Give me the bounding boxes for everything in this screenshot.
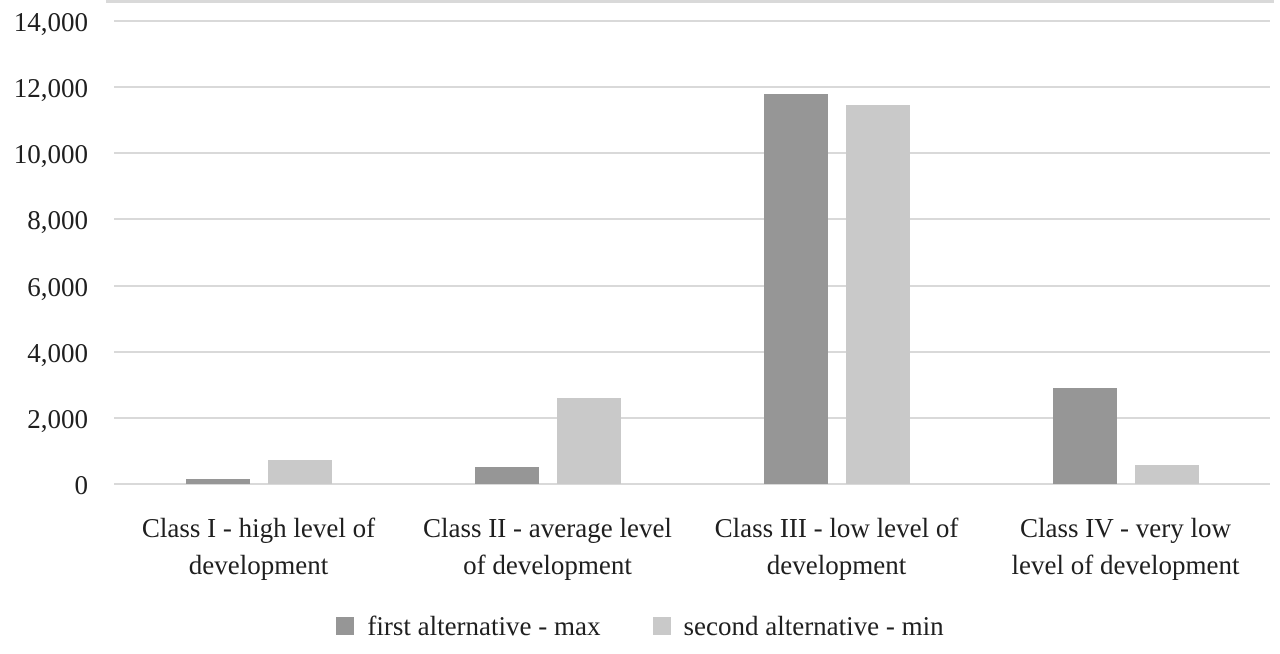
y-axis-tick-label: 4,000 <box>27 337 88 368</box>
y-axis-tick-label: 2,000 <box>27 403 88 434</box>
legend-label: second alternative - min <box>683 611 944 641</box>
bar-first-alternative-max <box>185 479 250 484</box>
gridline <box>114 483 1270 485</box>
bar-first-alternative-max <box>763 93 828 484</box>
y-axis-tick-label: 12,000 <box>13 73 88 104</box>
bar-second-alternative-min <box>267 459 332 484</box>
legend-label: first alternative - max <box>367 611 601 641</box>
x-axis-category-label-line: Class IV - very low <box>1020 513 1231 543</box>
legend: first alternative - max second alternativ… <box>0 611 1280 641</box>
legend-color-swatch-icon <box>336 617 355 635</box>
bar-second-alternative-min <box>556 398 621 484</box>
y-axis-tick-label: 0 <box>74 470 89 500</box>
x-axis-category-label-line: Class III - low level of <box>714 513 959 543</box>
x-axis-category-label-line: Class I - high level of <box>141 513 376 543</box>
x-axis-category-label-line: development <box>766 550 907 580</box>
gridline <box>114 20 1270 22</box>
gridline <box>114 284 1270 287</box>
y-axis-tick-label: 6,000 <box>27 271 88 302</box>
bar-first-alternative-max <box>1052 388 1117 484</box>
gridline <box>114 86 1270 89</box>
x-axis-category-label: Class III - low level of development <box>687 510 987 584</box>
y-axis-tick-label: 14,000 <box>13 7 88 37</box>
x-axis-category-label-line: development <box>188 550 329 580</box>
x-axis-category-label-line: level of development <box>1011 550 1240 580</box>
x-axis-category-label: Class II - average level of development <box>398 510 698 584</box>
x-axis-category-label-line: of development <box>463 550 632 580</box>
x-axis-category-label: Class IV - very low level of development <box>976 510 1276 584</box>
bar-first-alternative-max <box>474 467 539 484</box>
x-axis-category-label: Class I - high level of development <box>109 510 409 584</box>
bar-second-alternative-min <box>1134 465 1199 484</box>
bar-second-alternative-min <box>845 105 910 484</box>
legend-item: first alternative - max <box>336 611 601 641</box>
gridline <box>114 416 1270 419</box>
x-axis-line <box>106 0 1274 3</box>
legend-item: second alternative - min <box>652 611 944 641</box>
x-axis-category-label-line: Class II - average level <box>423 513 672 543</box>
gridline <box>114 350 1270 353</box>
legend-color-swatch-icon <box>652 617 671 635</box>
gridline <box>114 218 1270 221</box>
y-axis-tick-label: 10,000 <box>13 139 88 170</box>
gridline <box>114 152 1270 155</box>
y-axis-tick-label: 8,000 <box>27 205 88 236</box>
